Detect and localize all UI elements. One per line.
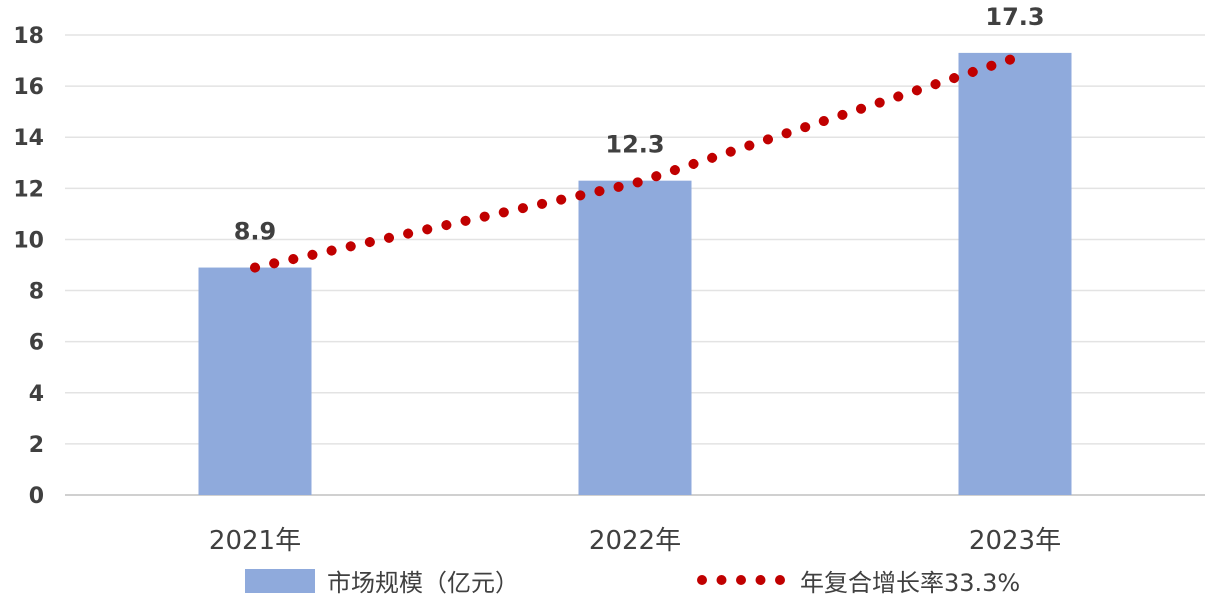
trend-line [250, 53, 1020, 273]
data-labels: 8.9 12.3 17.3 [234, 3, 1045, 246]
y-tick-label: 2 [29, 433, 44, 458]
y-axis-ticks: 0 2 4 6 8 10 12 14 16 18 [13, 24, 44, 509]
legend-dot [736, 575, 746, 585]
legend-dot [697, 575, 707, 585]
data-label: 12.3 [605, 131, 664, 159]
legend: 市场规模（亿元） 年复合增长率33.3% [245, 569, 1020, 597]
y-tick-label: 8 [29, 280, 44, 305]
x-category-label: 2023年 [969, 526, 1061, 556]
y-tick-label: 6 [29, 331, 44, 356]
x-category-label: 2022年 [589, 526, 681, 556]
bar [578, 180, 692, 495]
y-tick-label: 14 [13, 126, 44, 151]
trend-line-path [250, 53, 1020, 273]
legend-dot [775, 575, 785, 585]
bar [958, 52, 1072, 496]
bar [198, 267, 312, 495]
x-category-label: 2021年 [209, 526, 301, 556]
legend-bar-label: 市场规模（亿元） [327, 569, 519, 597]
bars [198, 52, 1072, 496]
legend-line-swatch [697, 575, 785, 585]
data-label: 8.9 [234, 218, 277, 246]
y-tick-label: 10 [13, 228, 44, 253]
y-tick-label: 18 [13, 24, 44, 49]
y-tick-label: 0 [29, 484, 44, 509]
data-label: 17.3 [985, 3, 1044, 31]
legend-dot [755, 575, 766, 585]
y-tick-label: 16 [13, 75, 44, 100]
legend-bar-swatch [245, 569, 315, 593]
legend-line-label: 年复合增长率33.3% [800, 569, 1020, 597]
y-tick-label: 4 [29, 382, 44, 407]
x-axis-categories: 2021年 2022年 2023年 [209, 526, 1061, 556]
y-tick-label: 12 [13, 177, 44, 202]
legend-dot [716, 575, 727, 585]
